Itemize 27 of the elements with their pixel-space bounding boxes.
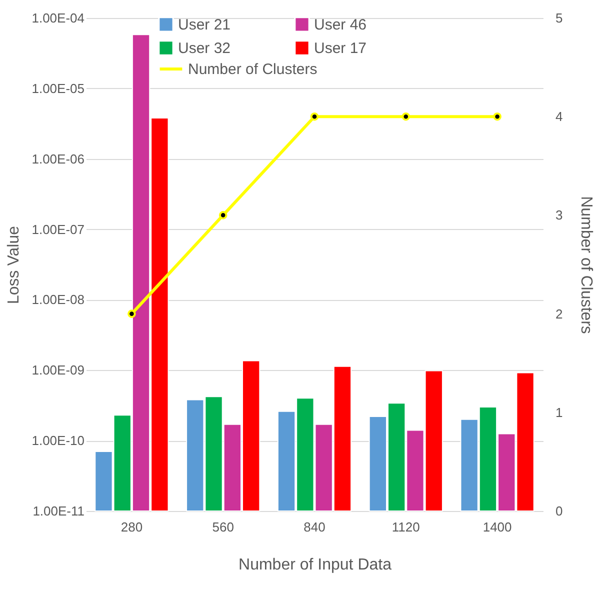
- legend-label: Number of Clusters: [188, 61, 318, 78]
- y2-tick-label: 0: [556, 504, 563, 518]
- x-tick-label: 1120: [392, 520, 420, 534]
- legend-label: User 21: [178, 16, 231, 34]
- x-tick-label: 280: [120, 520, 143, 534]
- x-tick-label: 1400: [482, 520, 512, 534]
- y-tick-label: 1.00E-05: [32, 80, 84, 96]
- legend-label: User 46: [314, 16, 367, 34]
- x-tick-label: 840: [304, 520, 326, 534]
- y-tick-label: 1.00E-09: [32, 362, 84, 378]
- y-axis-title: Loss Value: [6, 226, 23, 304]
- y-tick-label: 1.00E-11: [32, 504, 84, 518]
- y-tick-label: 1.00E-08: [32, 292, 84, 308]
- y2-tick-label: 5: [556, 10, 563, 26]
- x-tick-label: 560: [212, 520, 234, 534]
- y-tick-label: 1.00E-07: [32, 222, 84, 237]
- y2-tick-label: 3: [556, 208, 563, 223]
- y2-axis-title: Number of Clusters: [578, 196, 595, 334]
- legend-label: User 32: [178, 40, 231, 57]
- y2-tick-label: 4: [556, 109, 563, 124]
- y2-tick-label: 1: [556, 404, 563, 420]
- x-axis-title: Number of Input Data: [238, 556, 392, 574]
- y-tick-label: 1.00E-10: [32, 433, 84, 448]
- y-tick-label: 1.00E-06: [32, 151, 84, 166]
- y2-tick-label: 2: [556, 306, 563, 322]
- y-tick-label: 1.00E-04: [32, 10, 84, 26]
- legend-label: User 17: [314, 40, 367, 57]
